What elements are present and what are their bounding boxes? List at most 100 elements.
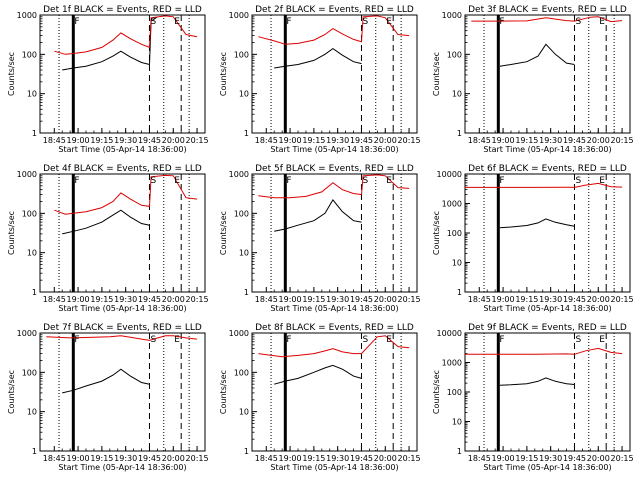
y-tick-label: 10 [27,249,37,258]
x-tick-label: 19:30 [326,136,349,145]
y-tick-label: 100 [234,50,249,59]
y-tick-label: 1 [244,447,249,456]
detector-panel-9: Det 9f BLACK = Events, RED = LLD 1 10 100 10… [432,323,634,472]
x-tick-label: 18:45 [43,295,66,304]
y-tick-label: 10000 [437,329,462,338]
plot-frame [39,173,206,293]
series-line-lld [54,174,198,215]
x-tick-label: 19:45 [563,295,586,304]
x-tick-label: 19:45 [563,454,586,463]
y-tick-label: 1000 [442,359,462,368]
marker-label-f: F [499,176,504,186]
plot-frame [39,14,206,134]
marker-label-s: S [362,17,368,27]
marker-label-s: S [575,17,581,27]
x-tick-label: 19:45 [563,136,586,145]
y-tick-label: 100 [22,209,37,218]
x-tick-label: 20:15 [186,454,209,463]
x-tick-label: 20:15 [611,295,634,304]
y-tick-label: 100 [447,388,462,397]
marker-label-f: F [74,335,79,345]
y-tick-label: 1 [32,129,37,138]
y-tick-label: 10 [239,408,249,417]
marker-label-f: F [74,176,79,186]
y-tick-label: 10 [27,408,37,417]
y-tick-label: 1000 [442,11,462,20]
x-tick-label: 19:30 [326,295,349,304]
x-tick-label: 19:45 [350,136,373,145]
x-axis-label: Start Time (05-Apr-14 18:36:00) [270,463,398,472]
y-tick-label: 10 [452,259,462,268]
panel-title: Det 1f BLACK = Events, RED = LLD [43,5,202,15]
y-tick-label: 10 [27,90,37,99]
x-axis-label: Start Time (05-Apr-14 18:36:00) [58,463,186,472]
marker-label-f: F [286,335,291,345]
x-tick-label: 19:15 [515,136,538,145]
y-axis-label: Counts/sec [7,370,16,414]
x-tick-label: 19:30 [539,136,562,145]
panel-title: Det 6f BLACK = Events, RED = LLD [468,164,627,174]
x-tick-label: 19:00 [492,454,515,463]
marker-label-e: E [386,176,392,186]
detector-panel-8: Det 8f BLACK = Events, RED = LLD 1 10 100 10… [219,323,421,472]
marker-label-e: E [599,176,605,186]
x-tick-label: 19:45 [138,454,161,463]
series-line-events [499,43,575,67]
y-tick-label: 1000 [442,200,462,209]
detector-panel-4: Det 4f BLACK = Events, RED = LLD 1 10 100 10… [7,164,209,313]
x-tick-label: 19:00 [67,295,90,304]
y-tick-label: 10 [239,249,249,258]
y-tick-label: 1000 [17,11,37,20]
panel-title: Det 9f BLACK = Events, RED = LLD [468,323,627,333]
panel-title: Det 7f BLACK = Events, RED = LLD [43,323,202,333]
x-tick-label: 18:45 [468,454,491,463]
plot-frame [39,332,206,452]
series-line-lld [471,16,623,23]
y-tick-label: 1000 [229,170,249,179]
series-line-events [62,209,150,235]
x-tick-label: 19:15 [515,454,538,463]
y-tick-label: 100 [22,368,37,377]
marker-label-e: E [174,176,180,186]
x-tick-label: 18:45 [468,136,491,145]
x-tick-label: 19:15 [302,136,325,145]
series-line-events [499,218,575,229]
y-tick-label: 10 [452,418,462,427]
y-tick-label: 1 [32,447,37,456]
x-tick-label: 19:45 [350,454,373,463]
plot-frame [251,332,418,452]
x-axis-label: Start Time (05-Apr-14 18:36:00) [58,304,186,313]
marker-label-e: E [386,17,392,27]
y-tick-label: 10 [452,90,462,99]
x-tick-label: 19:15 [515,295,538,304]
y-axis-label: Counts/sec [432,52,441,96]
panel-title: Det 2f BLACK = Events, RED = LLD [255,5,414,15]
y-tick-label: 1 [457,288,462,297]
x-tick-label: 19:30 [114,136,137,145]
x-tick-label: 19:15 [302,454,325,463]
detector-panel-2: Det 2f BLACK = Events, RED = LLD 1 10 100 10… [219,5,421,154]
y-tick-label: 1 [244,129,249,138]
x-tick-label: 20:00 [587,136,610,145]
detector-panel-7: Det 7f BLACK = Events, RED = LLD 1 10 100 10… [7,323,209,472]
y-tick-label: 1000 [17,170,37,179]
x-tick-label: 19:30 [539,454,562,463]
y-axis-label: Counts/sec [7,52,16,96]
y-axis-label: Counts/sec [432,211,441,255]
marker-label-e: E [599,335,605,345]
panel-title: Det 8f BLACK = Events, RED = LLD [255,323,414,333]
x-tick-label: 19:45 [138,295,161,304]
x-tick-label: 18:45 [43,136,66,145]
series-line-events [274,364,362,385]
x-tick-label: 19:15 [90,454,113,463]
x-tick-label: 19:30 [114,454,137,463]
x-tick-label: 20:00 [162,295,185,304]
x-tick-label: 19:30 [326,454,349,463]
marker-label-e: E [386,335,392,345]
series-line-events [274,199,362,232]
marker-label-s: S [362,176,368,186]
x-tick-label: 19:30 [539,295,562,304]
y-tick-label: 100 [447,50,462,59]
x-tick-label: 20:15 [186,295,209,304]
